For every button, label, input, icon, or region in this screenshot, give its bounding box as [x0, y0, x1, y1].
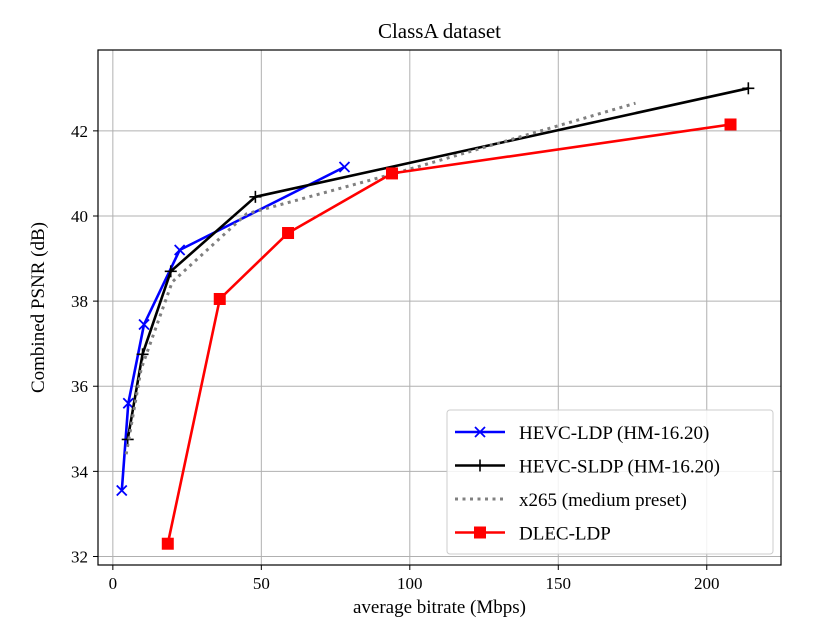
legend: HEVC-LDP (HM-16.20) HEVC-SLDP (HM-16.20) x…: [446, 409, 774, 555]
x-tick-label: 50: [253, 574, 270, 593]
y-tick-label: 34: [71, 462, 89, 481]
grid: [98, 50, 781, 565]
series-2: [124, 101, 636, 455]
marker-x: [338, 161, 351, 173]
marker-stroke: [116, 484, 128, 497]
plot-series: [116, 82, 755, 550]
plot-frame: [97, 49, 782, 566]
marker-square: [282, 227, 295, 240]
y-axis-label: Combined PSNR (dB): [28, 222, 49, 393]
marker-stroke: [338, 161, 351, 173]
y-tick-label: 40: [71, 207, 88, 226]
legend-label: HEVC-SLDP (HM-16.20): [519, 457, 720, 478]
legend-entry: HEVC-LDP (HM-16.20): [455, 423, 709, 444]
legend-label: x265 (medium preset): [519, 490, 687, 511]
marker-plus: [474, 459, 486, 472]
legend-label: HEVC-LDP (HM-16.20): [519, 423, 709, 444]
marker-x: [116, 484, 128, 497]
marker-square: [474, 526, 486, 539]
legend-label: DLEC-LDP: [519, 524, 611, 545]
chart-title: ClassA dataset: [378, 19, 501, 43]
axis-ticks: 0 50 100 150 200 32 34 36 38 40 42: [71, 122, 720, 593]
marker-plus: [136, 348, 149, 361]
marker-square: [385, 167, 398, 180]
marker-x: [474, 426, 486, 438]
x-tick-label: 0: [109, 574, 118, 593]
marker-stroke: [122, 397, 134, 409]
series-line: [124, 101, 636, 455]
marker-plus: [742, 82, 755, 95]
marker-square: [213, 292, 226, 305]
y-tick-label: 32: [71, 547, 88, 566]
marker-stroke: [174, 244, 186, 256]
legend-entry: x265 (medium preset): [455, 490, 687, 511]
series-3: [161, 118, 737, 550]
x-tick-label: 200: [694, 574, 720, 593]
series-1: [121, 82, 755, 446]
marker-x: [138, 318, 150, 331]
marker-square: [724, 118, 737, 131]
x-axis-label: average bitrate (Mbps): [353, 597, 526, 618]
y-tick-label: 42: [71, 122, 88, 141]
legend-box: [446, 409, 774, 555]
y-tick-label: 38: [71, 292, 88, 311]
legend-entry: HEVC-SLDP (HM-16.20): [455, 457, 720, 478]
marker-x: [174, 244, 186, 256]
legend-entry: DLEC-LDP: [455, 524, 611, 545]
y-tick-label: 36: [71, 377, 88, 396]
marker-stroke: [138, 318, 150, 331]
marker-stroke: [474, 426, 486, 438]
x-tick-label: 100: [397, 574, 423, 593]
marker-square: [161, 537, 174, 550]
series-0: [116, 161, 351, 497]
marker-plus: [121, 433, 134, 446]
marker-plus: [164, 265, 177, 278]
x-tick-label: 150: [546, 574, 572, 593]
marker-plus: [249, 190, 262, 203]
marker-x: [122, 397, 134, 409]
